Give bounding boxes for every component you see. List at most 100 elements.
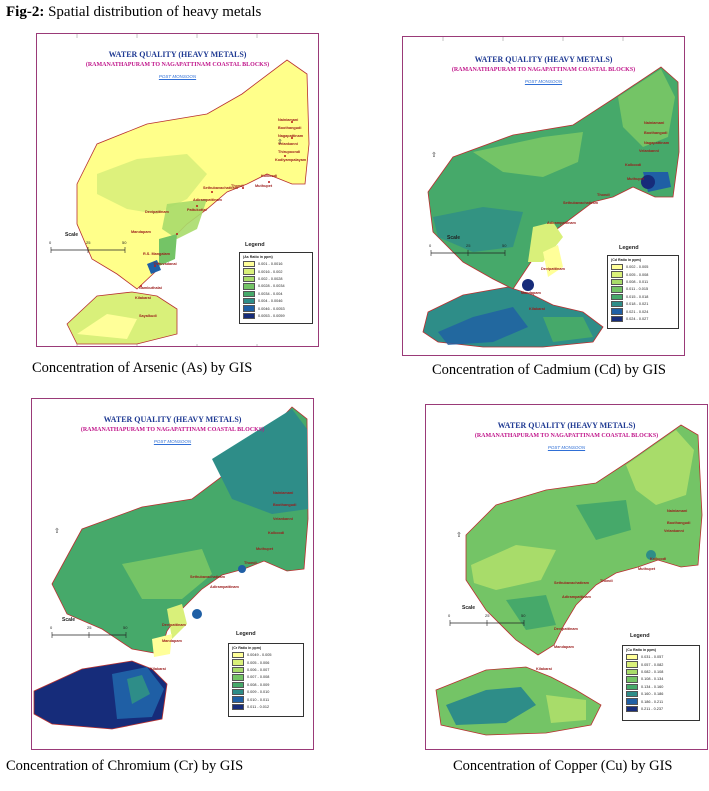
zone-yellow-1 <box>167 604 187 639</box>
place-label: Nambuthalai <box>139 286 162 290</box>
map-panel-chromium: WATER QUALITY (HEAVY METALS) (RAMANATHAP… <box>31 398 314 750</box>
legend-label: 0.0034 - 0.004 <box>258 291 283 296</box>
border-ticks <box>442 37 624 41</box>
legend-swatch <box>232 688 244 696</box>
place-label: Kolkoodi <box>650 557 667 561</box>
legend-swatch <box>626 690 638 698</box>
legend-item: 0.001 - 0.0016 <box>243 260 309 268</box>
place-label: Thondi <box>244 561 257 565</box>
legend-item: 0.134 - 0.160 <box>626 683 696 690</box>
place-label: Mandapam <box>131 230 151 234</box>
legend-swatch <box>611 293 623 300</box>
place-label: Boothangudi <box>644 131 668 135</box>
legend-item: 0.021 - 0.024 <box>611 308 675 315</box>
legend-swatch <box>626 698 638 705</box>
legend-swatch <box>243 268 255 275</box>
place-label: Kolkoodi <box>268 531 285 535</box>
place-label: Velankanni <box>273 517 293 521</box>
legend-swatch <box>243 260 255 268</box>
zone-lower-blue <box>446 687 536 725</box>
legend-item: 0.186 - 0.211 <box>626 698 696 705</box>
legend-swatch <box>243 312 255 320</box>
legend-label: 0.160 - 0.186 <box>641 692 664 697</box>
place-label: Nainiamani <box>278 118 299 122</box>
scale-label: Scale <box>62 617 76 623</box>
legend-label: 0.211 - 0.237 <box>641 706 664 711</box>
legend-item: 0.008 - 0.009 <box>232 681 300 688</box>
zone-hotspot-2 <box>522 279 534 291</box>
legend-swatch <box>232 666 244 674</box>
legend-item: 0.007 - 0.008 <box>232 674 300 681</box>
place-label: Boothangudi <box>278 126 302 130</box>
map-panel-copper: WATER QUALITY (HEAVY METALS) (RAMANATHAP… <box>425 404 708 750</box>
north-arrow-icon: ⇧ <box>277 139 283 146</box>
zone-hotspot-1 <box>646 550 656 560</box>
scale-tick-0: 0 <box>448 613 451 618</box>
legend-item: 0.004 - 0.0046 <box>243 297 309 305</box>
legend-label: 0.002 - 0.0028 <box>258 276 283 281</box>
legend-rows: 0.0049 - 0.005 0.005 - 0.006 0.006 - 0.007… <box>232 651 300 711</box>
legend-label: 0.018 - 0.021 <box>626 302 649 307</box>
place-label: Nagapattinam <box>644 141 670 145</box>
place-label: Sethubavachatiram <box>554 581 590 585</box>
place-label: Sethubavachatiram <box>190 575 226 579</box>
place-label: R.S. Mangalam <box>143 252 171 256</box>
place-label: Boothangudi <box>667 521 691 525</box>
legend-rows: 0.031 - 0.057 0.057 - 0.082 0.082 - 0.108 0… <box>626 653 696 713</box>
legend: (As Ratio in ppm) 0.001 - 0.0016 0.0016 -… <box>239 252 313 324</box>
legend-label: 0.021 - 0.024 <box>626 309 649 314</box>
map-subtitle: (RAMANATHAPURAM TO NAGAPATTINAM COASTAL … <box>85 62 270 68</box>
legend-swatch <box>232 681 244 688</box>
legend-swatch <box>611 278 623 286</box>
legend-heading: Legend <box>245 242 265 248</box>
scale-label: Scale <box>462 605 476 611</box>
zone-lower-light <box>546 695 586 723</box>
north-arrow-icon: ⇧ <box>456 532 462 539</box>
scale-tick-50: 50 <box>122 240 127 245</box>
zone-green-2 <box>162 199 207 239</box>
place-label: Thondi <box>597 193 610 197</box>
legend-label: 0.007 - 0.008 <box>247 675 270 680</box>
legend-label: 0.001 - 0.0016 <box>258 262 283 267</box>
legend-swatch <box>611 286 623 293</box>
legend-swatch <box>626 668 638 676</box>
scale-label: Scale <box>447 235 461 241</box>
place-label: Sethubavachatiram <box>563 201 599 205</box>
legend-label: 0.031 - 0.057 <box>641 655 664 660</box>
zone-yellow-2 <box>152 634 172 657</box>
figure-prefix: Fig-2: <box>6 4 45 20</box>
place-label: Adirampattinam <box>210 585 239 589</box>
map-panel-arsenic: WATER QUALITY (HEAVY METALS) (RAMANATHAP… <box>36 33 319 347</box>
legend-swatch <box>243 290 255 297</box>
zone-yellow-2 <box>626 430 694 505</box>
place-label: Kolkoodi <box>261 174 278 178</box>
map-title: WATER QUALITY (HEAVY METALS) <box>103 415 242 424</box>
legend-item: 0.057 - 0.082 <box>626 661 696 668</box>
legend-swatch <box>611 271 623 278</box>
legend-item: 0.031 - 0.057 <box>626 653 696 661</box>
place-label: Adirampattinam <box>562 595 591 599</box>
scale-tick-50: 50 <box>123 625 128 630</box>
place-label: Nainiamani <box>273 491 294 495</box>
map-panel-cadmium: WATER QUALITY (HEAVY METALS) (RAMANATHAP… <box>402 36 685 356</box>
figure-title: Fig-2: Spatial distribution of heavy met… <box>6 4 261 21</box>
legend-item: 0.006 - 0.007 <box>232 666 300 674</box>
legend-title: (As Ratio in ppm) <box>243 255 273 259</box>
place-label: Kodiyampalayam <box>275 158 307 162</box>
legend-label: 0.011 - 0.015 <box>626 287 649 292</box>
legend-heading: Legend <box>619 245 639 251</box>
place-label: Thondi <box>600 579 613 583</box>
legend-label: 0.009 - 0.010 <box>247 690 270 695</box>
legend-title: (Cu Ratio in ppm) <box>626 648 656 652</box>
legend-item: 0.024 - 0.027 <box>611 315 675 323</box>
map-subtitle: (RAMANATHAPURAM TO NAGAPATTINAM COASTAL … <box>451 67 636 73</box>
legend-label: 0.008 - 0.009 <box>247 682 270 687</box>
legend-item: 0.160 - 0.186 <box>626 690 696 698</box>
legend-label: 0.186 - 0.211 <box>641 699 664 704</box>
map-title: WATER QUALITY (HEAVY METALS) <box>474 55 613 64</box>
legend-title: (Cr Ratio in ppm) <box>232 646 262 650</box>
legend-label: 0.011 - 0.012 <box>247 704 270 709</box>
legend-label: 0.057 - 0.082 <box>641 662 664 667</box>
legend-swatch <box>232 696 244 703</box>
place-label: Mandapam <box>162 639 182 643</box>
